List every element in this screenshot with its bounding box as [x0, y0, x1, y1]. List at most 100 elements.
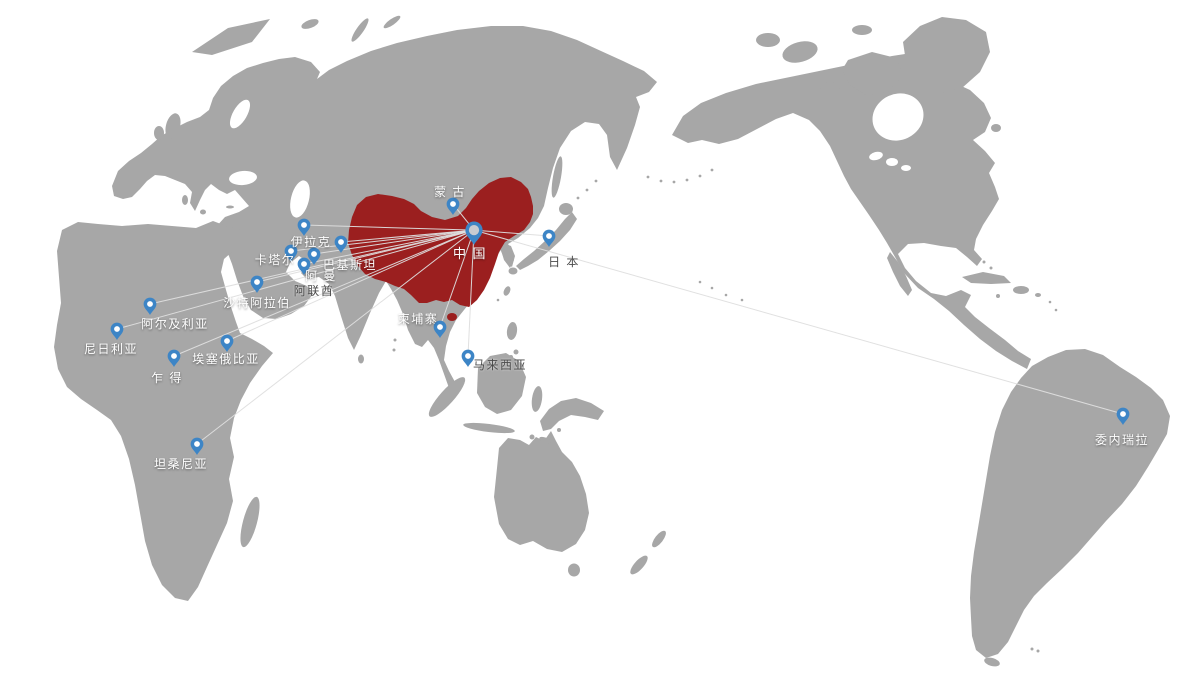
peninsula-korea: [501, 243, 515, 267]
pin-center-dot: [450, 201, 456, 207]
island-falkland-2: [1036, 649, 1040, 653]
pin-algeria[interactable]: [143, 297, 157, 315]
pin-center-dot: [468, 225, 480, 236]
pin-uae[interactable]: [297, 257, 311, 275]
pin-saudi-arabia[interactable]: [250, 275, 264, 293]
label-venezuela: 委内瑞拉: [1095, 432, 1149, 447]
label-china-hub: 中 国: [453, 246, 487, 261]
route-lines: [116, 203, 1124, 445]
lake-erie: [901, 165, 911, 171]
island-britain: [165, 113, 181, 139]
island-sardinia: [182, 195, 188, 205]
island-borneo: [477, 353, 526, 414]
route-line-malaysia: [467, 230, 475, 357]
inland-seas: [229, 93, 924, 218]
route-line-pakistan: [340, 229, 475, 243]
island-iceland: [192, 19, 270, 55]
island-maluku-2: [557, 428, 561, 432]
pin-center-dot: [288, 248, 294, 254]
island-madagascar: [240, 496, 260, 548]
pin-nigeria[interactable]: [110, 322, 124, 340]
route-line-venezuela: [473, 229, 1124, 415]
pin-center-dot: [171, 353, 177, 359]
island-visayas-1: [513, 349, 519, 355]
island-aleutian-3: [672, 180, 676, 184]
route-line-algeria: [149, 229, 475, 305]
island-kuril-1: [576, 196, 580, 200]
island-ireland: [154, 126, 164, 140]
pin-qatar[interactable]: [284, 244, 298, 262]
sea-hudson-bay: [872, 93, 924, 141]
island-kyushu: [508, 267, 518, 275]
island-antilles-1: [1048, 300, 1052, 304]
continent-south-america: [970, 349, 1170, 658]
island-tierra-del-fuego: [984, 657, 1000, 667]
label-nigeria: 尼日利亚: [84, 342, 138, 356]
route-line-chad: [173, 229, 475, 357]
pin-center-dot: [194, 441, 200, 447]
island-arctic-1: [782, 41, 818, 63]
island-sulawesi: [531, 386, 543, 412]
country-china: [348, 177, 533, 307]
island-hokkaido: [559, 203, 573, 215]
island-sunda-1: [529, 434, 535, 440]
island-falkland-1: [1030, 647, 1034, 651]
route-line-iraq: [303, 224, 475, 231]
location-pins: [110, 197, 1130, 455]
island-nz-south: [630, 555, 648, 575]
island-timor: [539, 436, 551, 444]
sea-baltic: [229, 99, 251, 129]
island-newfoundland: [991, 124, 1001, 132]
pin-iraq[interactable]: [297, 218, 311, 236]
pin-chad[interactable]: [167, 349, 181, 367]
pin-pakistan[interactable]: [334, 235, 348, 253]
island-sakhalin: [551, 156, 563, 198]
pin-center-dot: [546, 233, 552, 239]
label-tanzania: 坦桑尼亚: [154, 457, 208, 471]
pin-china-hub[interactable]: [465, 221, 483, 245]
island-hainan: [447, 313, 457, 321]
island-arctic-3: [820, 82, 840, 94]
pin-mongolia[interactable]: [446, 197, 460, 215]
label-qatar: 卡塔尔: [255, 252, 296, 267]
continent-africa: [54, 221, 273, 601]
island-sumatra: [428, 377, 466, 417]
island-aleutian-1: [646, 175, 650, 179]
pin-cambodia[interactable]: [433, 320, 447, 338]
lake-huron: [886, 158, 898, 166]
label-iraq: 伊拉克: [291, 234, 332, 249]
pin-tanzania[interactable]: [190, 437, 204, 455]
pin-malaysia[interactable]: [461, 349, 475, 367]
island-andaman-1: [393, 338, 397, 342]
pin-center-dot: [301, 261, 307, 267]
island-severnaya: [383, 15, 401, 29]
pin-japan[interactable]: [542, 229, 556, 247]
pin-center-dot: [338, 239, 344, 245]
label-mongolia: 蒙 古: [434, 184, 466, 199]
island-svalbard: [301, 19, 319, 29]
island-kuril-2: [585, 188, 589, 192]
route-line-cambodia: [439, 229, 475, 328]
route-line-uae: [303, 229, 475, 265]
label-cambodia: 柬埔寨: [398, 311, 439, 326]
label-japan: 日 本: [548, 255, 580, 269]
lake-superior: [869, 151, 883, 161]
route-line-japan: [473, 229, 550, 237]
route-line-qatar: [290, 229, 475, 252]
island-greenland: [903, 17, 990, 93]
pin-center-dot: [301, 222, 307, 228]
pin-ethiopia[interactable]: [220, 334, 234, 352]
island-arctic-2: [756, 33, 780, 47]
country-china-highlight: [348, 177, 533, 321]
pin-oman[interactable]: [307, 247, 321, 265]
island-andaman-2: [392, 348, 396, 352]
pin-venezuela[interactable]: [1116, 407, 1130, 425]
label-malaysia: 马来西亚: [473, 358, 527, 372]
island-baffin: [842, 52, 903, 95]
continent-australia: [494, 431, 589, 552]
island-arctic-4: [852, 25, 872, 35]
island-cuba: [962, 272, 1011, 284]
sea-black: [229, 170, 257, 186]
